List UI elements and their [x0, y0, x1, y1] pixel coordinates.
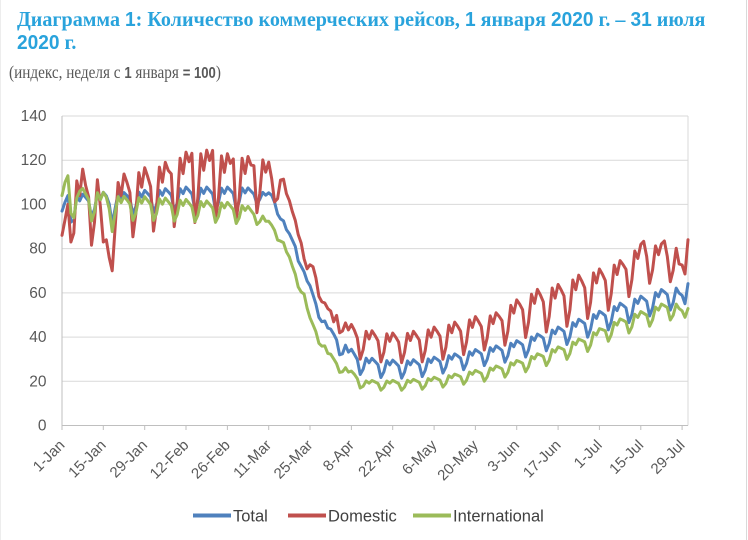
svg-text:100: 100 [21, 196, 47, 213]
svg-text:15-Jan: 15-Jan [65, 437, 109, 481]
svg-text:25-Mar: 25-Mar [271, 437, 317, 483]
svg-text:3-Jun: 3-Jun [484, 437, 523, 476]
svg-text:1-Jan: 1-Jan [30, 437, 69, 476]
svg-text:26-Feb: 26-Feb [188, 437, 234, 483]
svg-text:29-Jan: 29-Jan [107, 437, 151, 481]
svg-text:20-May: 20-May [434, 436, 482, 484]
svg-text:29-Jul: 29-Jul [648, 437, 689, 478]
svg-text:20: 20 [29, 373, 47, 390]
svg-text:140: 140 [21, 108, 47, 125]
svg-text:60: 60 [29, 285, 47, 302]
svg-text:Domestic: Domestic [328, 508, 397, 526]
svg-text:80: 80 [29, 241, 47, 258]
svg-text:International: International [453, 508, 544, 526]
svg-text:40: 40 [29, 329, 47, 346]
svg-text:15-Jul: 15-Jul [606, 437, 647, 478]
svg-text:120: 120 [21, 152, 47, 169]
svg-text:11-Mar: 11-Mar [230, 437, 275, 482]
svg-text:17-Jun: 17-Jun [520, 437, 564, 481]
svg-text:12-Feb: 12-Feb [147, 437, 193, 483]
svg-text:Total: Total [233, 508, 268, 526]
svg-text:8-Apr: 8-Apr [320, 437, 358, 475]
svg-text:0: 0 [38, 418, 47, 435]
svg-text:1-Jul: 1-Jul [571, 437, 606, 472]
svg-text:22-Apr: 22-Apr [355, 437, 399, 481]
